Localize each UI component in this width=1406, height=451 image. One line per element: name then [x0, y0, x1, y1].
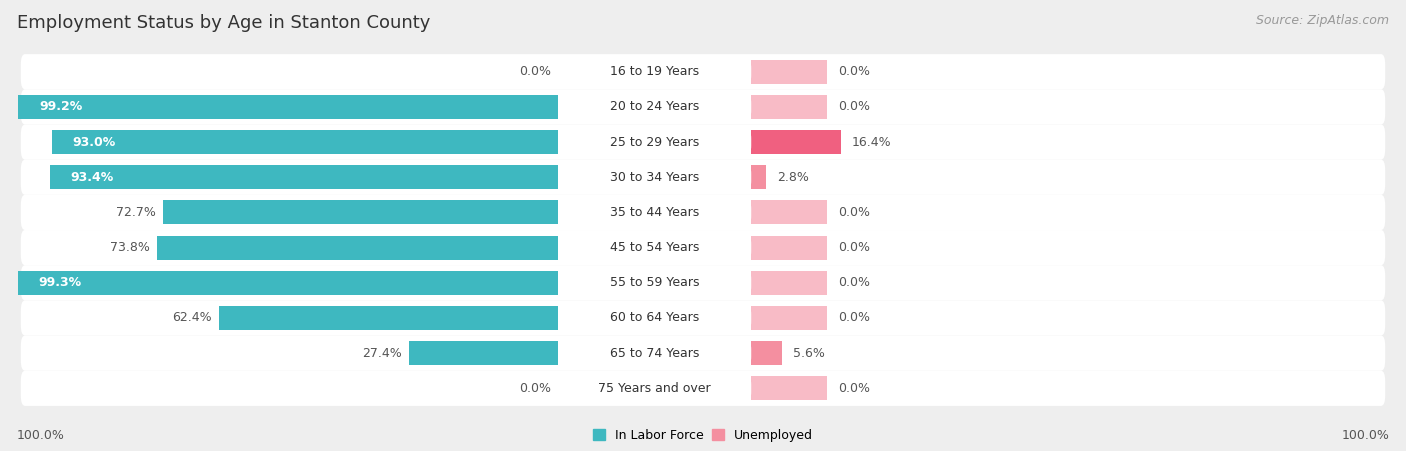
Text: 0.0%: 0.0%	[519, 65, 551, 78]
Text: 16.4%: 16.4%	[852, 136, 891, 148]
FancyBboxPatch shape	[21, 265, 1385, 300]
Text: 0.0%: 0.0%	[838, 206, 870, 219]
Bar	[52, 130, 558, 154]
Text: 100.0%: 100.0%	[1341, 429, 1389, 442]
Bar	[751, 235, 827, 260]
Bar	[751, 95, 827, 119]
FancyBboxPatch shape	[21, 300, 1385, 336]
Bar	[751, 376, 827, 400]
Text: 0.0%: 0.0%	[838, 241, 870, 254]
Bar	[751, 130, 841, 154]
Text: 16 to 19 Years: 16 to 19 Years	[610, 65, 699, 78]
Text: 93.4%: 93.4%	[70, 171, 114, 184]
Text: 27.4%: 27.4%	[363, 347, 402, 359]
Text: 0.0%: 0.0%	[838, 65, 870, 78]
Text: 5.6%: 5.6%	[793, 347, 825, 359]
FancyBboxPatch shape	[21, 230, 1385, 265]
Bar	[751, 200, 827, 225]
Text: 0.0%: 0.0%	[838, 312, 870, 324]
Bar	[751, 271, 827, 295]
Text: 45 to 54 Years: 45 to 54 Years	[610, 241, 699, 254]
Text: 99.3%: 99.3%	[38, 276, 82, 289]
FancyBboxPatch shape	[21, 124, 1385, 160]
Bar	[751, 165, 766, 189]
Bar	[163, 200, 558, 225]
Bar	[156, 235, 558, 260]
FancyBboxPatch shape	[558, 306, 751, 330]
Text: 0.0%: 0.0%	[838, 382, 870, 395]
Bar	[51, 165, 558, 189]
Text: 75 Years and over: 75 Years and over	[599, 382, 711, 395]
Text: 20 to 24 Years: 20 to 24 Years	[610, 101, 699, 113]
Text: 0.0%: 0.0%	[838, 101, 870, 113]
Text: 72.7%: 72.7%	[115, 206, 156, 219]
Bar	[219, 306, 558, 330]
FancyBboxPatch shape	[558, 200, 751, 225]
FancyBboxPatch shape	[21, 336, 1385, 371]
Text: 0.0%: 0.0%	[838, 276, 870, 289]
Text: 0.0%: 0.0%	[519, 382, 551, 395]
FancyBboxPatch shape	[558, 130, 751, 154]
Bar	[18, 95, 558, 119]
Text: 65 to 74 Years: 65 to 74 Years	[610, 347, 699, 359]
Bar	[751, 306, 827, 330]
Text: 100.0%: 100.0%	[17, 429, 65, 442]
FancyBboxPatch shape	[21, 54, 1385, 89]
Text: 60 to 64 Years: 60 to 64 Years	[610, 312, 699, 324]
FancyBboxPatch shape	[21, 195, 1385, 230]
Text: 99.2%: 99.2%	[39, 101, 83, 113]
Bar	[409, 341, 558, 365]
FancyBboxPatch shape	[558, 235, 751, 260]
FancyBboxPatch shape	[558, 95, 751, 119]
FancyBboxPatch shape	[558, 60, 751, 84]
FancyBboxPatch shape	[21, 371, 1385, 406]
FancyBboxPatch shape	[21, 160, 1385, 195]
FancyBboxPatch shape	[21, 89, 1385, 124]
Text: Employment Status by Age in Stanton County: Employment Status by Age in Stanton Coun…	[17, 14, 430, 32]
Text: 30 to 34 Years: 30 to 34 Years	[610, 171, 699, 184]
FancyBboxPatch shape	[558, 376, 751, 400]
Text: 25 to 29 Years: 25 to 29 Years	[610, 136, 699, 148]
Text: 93.0%: 93.0%	[73, 136, 117, 148]
Text: 62.4%: 62.4%	[172, 312, 212, 324]
Bar	[751, 341, 782, 365]
Text: 55 to 59 Years: 55 to 59 Years	[610, 276, 700, 289]
Text: Source: ZipAtlas.com: Source: ZipAtlas.com	[1256, 14, 1389, 27]
Text: 2.8%: 2.8%	[778, 171, 810, 184]
FancyBboxPatch shape	[558, 165, 751, 189]
Text: 73.8%: 73.8%	[110, 241, 150, 254]
Bar	[751, 60, 827, 84]
FancyBboxPatch shape	[558, 271, 751, 295]
FancyBboxPatch shape	[558, 341, 751, 365]
Text: 35 to 44 Years: 35 to 44 Years	[610, 206, 699, 219]
Legend: In Labor Force, Unemployed: In Labor Force, Unemployed	[589, 425, 817, 446]
Bar	[18, 271, 558, 295]
